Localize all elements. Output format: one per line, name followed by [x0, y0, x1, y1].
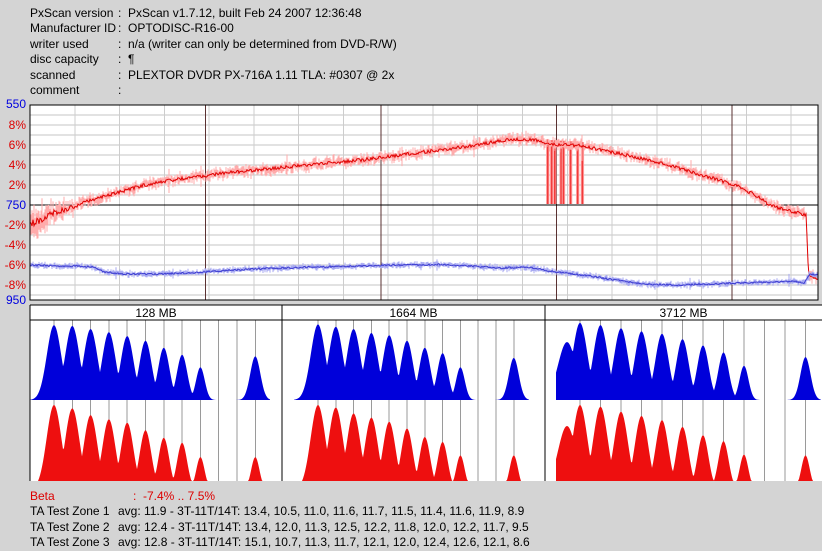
y-tick-label: 8% [8, 118, 26, 132]
ta-zone-values: avg: 11.9 - 3T-11T/14T: 13.4, 10.5, 11.0… [118, 504, 525, 518]
colon: : [118, 21, 122, 35]
main-chart-border [29, 104, 819, 301]
ta-zone-label: TA Test Zone 1 [30, 504, 110, 518]
info-value: OPTODISC-R16-00 [128, 21, 234, 35]
ta-zone-values: avg: 12.4 - 3T-11T/14T: 13.4, 12.0, 11.3… [118, 520, 529, 534]
ta-zone-values: avg: 12.8 - 3T-11T/14T: 15.1, 10.7, 11.3… [118, 535, 530, 549]
beta-dropout-lines [546, 139, 585, 204]
info-label: writer used [30, 37, 89, 51]
colon: : [118, 6, 122, 20]
zone-title: 128 MB [135, 306, 177, 320]
y-tick-label: -6% [4, 258, 26, 272]
y-tick-label: 6% [8, 138, 26, 152]
info-row: Manufacturer ID: OPTODISC-R16-00 [0, 21, 822, 36]
colon: : [118, 68, 122, 82]
y-tick-label: 550 [5, 97, 26, 111]
info-row: PxScan version: PxScan v1.7.12, built Feb… [0, 6, 822, 21]
info-value: n/a (writer can only be determined from … [128, 37, 397, 51]
y-tick-label: 4% [8, 158, 26, 172]
main-chart-background [30, 105, 818, 300]
y-tick-label: -2% [4, 218, 26, 232]
y-tick-label: 2% [8, 178, 26, 192]
info-label: disc capacity [30, 52, 99, 66]
y-tick-label: -4% [4, 238, 26, 252]
beta-label: Beta [30, 489, 55, 503]
beta-range-value: -7.4% .. 7.5% [143, 489, 216, 503]
info-row: writer used: n/a (writer can only be dete… [0, 37, 822, 52]
info-label: scanned [30, 68, 76, 82]
info-label: Manufacturer ID [30, 21, 117, 35]
info-row: scanned: PLEXTOR DVDR PX-716A 1.11 TLA: #… [0, 68, 822, 83]
ta-zone-row: TA Test Zone 3 avg: 12.8 - 3T-11T/14T: 15… [0, 535, 822, 550]
ta-zone-peaks [30, 325, 270, 481]
colon: : [118, 52, 122, 66]
info-label: PxScan version [30, 6, 114, 20]
ta-zone-row: TA Test Zone 2 avg: 12.4 - 3T-11T/14T: 13… [0, 520, 822, 535]
ta-zone-peaks [556, 322, 821, 481]
zone-title: 1664 MB [389, 306, 438, 320]
info-label: comment [30, 83, 80, 97]
ta-zone-label: TA Test Zone 2 [30, 520, 110, 534]
info-row: disc capacity: ¶ [0, 52, 822, 67]
ta-zone-row: TA Test Zone 1 avg: 11.9 - 3T-11T/14T: 13… [0, 504, 822, 519]
colon: : [118, 37, 122, 51]
ta-histogram-borders [29, 304, 822, 481]
y-tick-label: 750 [5, 198, 26, 212]
info-value: ¶ [128, 52, 135, 66]
colon: : [118, 83, 122, 97]
info-value: PLEXTOR DVDR PX-716A 1.11 TLA: #0307 @ 2… [128, 68, 395, 82]
info-row: comment: [0, 83, 822, 98]
y-tick-label: 950 [5, 293, 26, 307]
y-tick-label: -8% [4, 278, 26, 292]
ta-zone-label: TA Test Zone 3 [30, 535, 110, 549]
colon: : [133, 489, 137, 503]
zone-title: 3712 MB [659, 306, 708, 320]
ta-zone-peaks [294, 324, 529, 481]
beta-row: Beta: -7.4% .. 7.5% [0, 489, 822, 504]
info-value: PxScan v1.7.12, built Feb 24 2007 12:36:… [128, 6, 362, 20]
